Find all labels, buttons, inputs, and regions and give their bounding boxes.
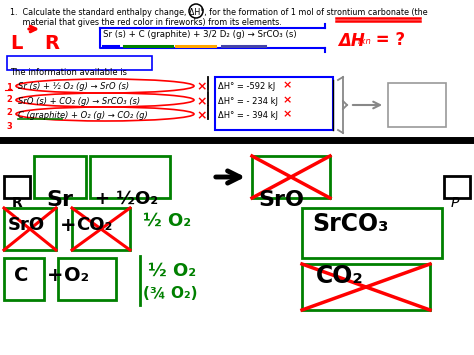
Bar — [4, 208, 56, 250]
Text: 1: 1 — [6, 83, 12, 92]
Bar — [4, 176, 30, 198]
Bar — [388, 83, 446, 127]
Text: ½ O₂: ½ O₂ — [148, 262, 196, 280]
Text: ×: × — [283, 80, 292, 90]
Text: ×: × — [196, 95, 207, 108]
Text: L: L — [10, 34, 22, 53]
Bar — [215, 77, 333, 130]
Bar — [34, 156, 86, 198]
Text: ×: × — [196, 80, 207, 93]
Text: ½ O₂: ½ O₂ — [143, 212, 191, 230]
Text: SrCO₃: SrCO₃ — [312, 212, 388, 236]
Text: C (graphite) + O₂ (g) → CO₂ (g): C (graphite) + O₂ (g) → CO₂ (g) — [18, 111, 148, 120]
Text: The information available is: The information available is — [10, 68, 127, 77]
Text: +: + — [47, 266, 64, 285]
Text: SrO: SrO — [8, 216, 45, 234]
Text: + ½O₂: + ½O₂ — [95, 190, 158, 208]
Bar — [444, 176, 470, 198]
Text: ×: × — [196, 109, 207, 122]
Text: C: C — [14, 266, 28, 285]
Bar — [302, 208, 442, 258]
Text: R: R — [12, 196, 23, 210]
Text: ×: × — [283, 95, 292, 105]
Bar — [7, 56, 152, 70]
Bar — [72, 208, 130, 250]
Text: ΔH: ΔH — [338, 32, 365, 50]
Text: 1.  Calculate the standard enthalpy change, ΔH°, for the formation of 1 mol of s: 1. Calculate the standard enthalpy chang… — [10, 8, 428, 17]
Bar — [302, 264, 430, 310]
Text: rxn: rxn — [358, 37, 372, 46]
Text: CO₂: CO₂ — [76, 216, 112, 234]
Text: 3: 3 — [6, 122, 12, 131]
Bar — [58, 258, 116, 300]
Text: ΔH° = -592 kJ: ΔH° = -592 kJ — [218, 82, 275, 91]
Text: +: + — [60, 216, 76, 235]
Text: Sr (s) + C (graphite) + 3/2 D₂ (g) → SrCO₃ (s): Sr (s) + C (graphite) + 3/2 D₂ (g) → SrC… — [103, 30, 297, 39]
Bar — [4, 258, 44, 300]
Text: R: R — [44, 34, 59, 53]
Text: material that gives the red color in fireworks) from its elements.: material that gives the red color in fir… — [10, 18, 282, 27]
Bar — [252, 156, 330, 198]
Text: SrO: SrO — [258, 190, 304, 210]
Bar — [90, 156, 170, 198]
Text: 2: 2 — [6, 95, 12, 104]
Text: P: P — [451, 196, 459, 210]
Text: (¾ O₂): (¾ O₂) — [143, 286, 198, 301]
Text: SrO (s) + CO₂ (g) → SrCO₃ (s): SrO (s) + CO₂ (g) → SrCO₃ (s) — [18, 97, 140, 106]
Text: CO₂: CO₂ — [316, 264, 364, 288]
Text: Sr: Sr — [46, 190, 73, 210]
Text: ΔH° = - 394 kJ: ΔH° = - 394 kJ — [218, 111, 278, 120]
Text: ΔH° = - 234 kJ: ΔH° = - 234 kJ — [218, 97, 278, 106]
Text: ×: × — [283, 109, 292, 119]
Text: = ?: = ? — [370, 31, 405, 49]
Text: O₂: O₂ — [64, 266, 89, 285]
Text: Sr (s) + ½ O₂ (g) → SrO (s): Sr (s) + ½ O₂ (g) → SrO (s) — [18, 82, 129, 91]
Text: 2: 2 — [6, 108, 12, 117]
